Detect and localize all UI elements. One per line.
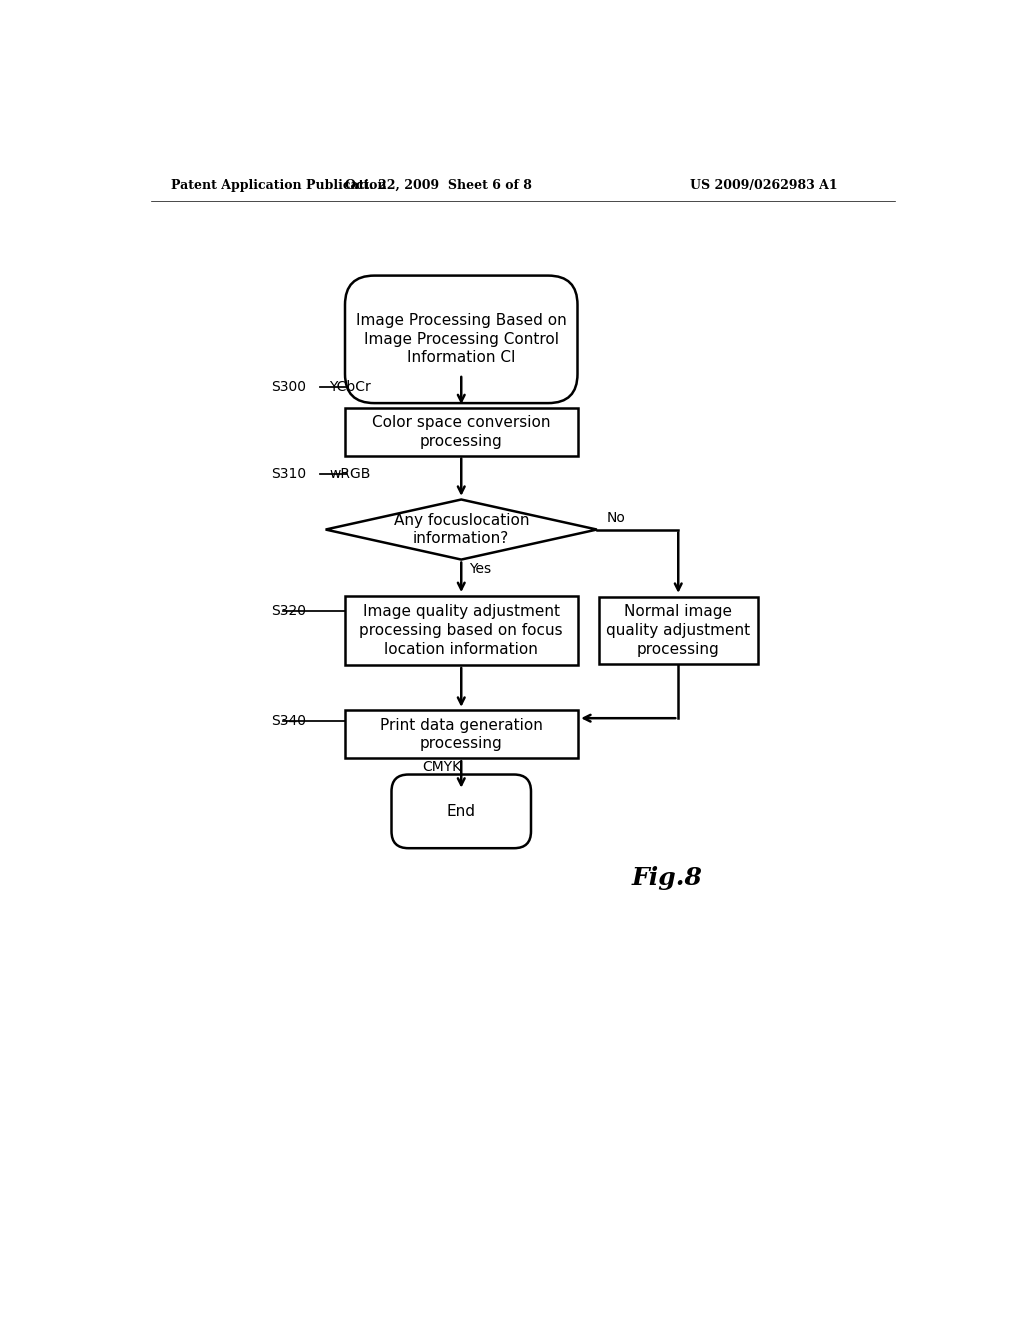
Bar: [345, 710, 578, 758]
Bar: [345, 595, 578, 665]
Text: wRGB: wRGB: [330, 467, 371, 480]
Text: US 2009/0262983 A1: US 2009/0262983 A1: [690, 178, 838, 191]
Text: Patent Application Publication: Patent Application Publication: [171, 178, 386, 191]
Text: Image Processing Based on
Image Processing Control
Information CI: Image Processing Based on Image Processi…: [356, 313, 566, 366]
Bar: [599, 597, 758, 664]
Text: S300: S300: [271, 380, 306, 395]
Text: End: End: [446, 804, 476, 818]
Text: Normal image
quality adjustment
processing: Normal image quality adjustment processi…: [606, 605, 751, 656]
Text: Fig.8: Fig.8: [632, 866, 702, 891]
Text: No: No: [606, 511, 625, 525]
Bar: [345, 408, 578, 455]
Text: S330: S330: [539, 605, 573, 618]
Text: YCbCr: YCbCr: [330, 380, 372, 395]
Text: Image quality adjustment
processing based on focus
location information: Image quality adjustment processing base…: [359, 605, 563, 656]
Text: S310: S310: [271, 467, 306, 480]
Text: Color space conversion
processing: Color space conversion processing: [372, 414, 551, 449]
Text: Yes: Yes: [469, 562, 492, 576]
Text: Any focuslocation
information?: Any focuslocation information?: [393, 512, 529, 546]
Polygon shape: [326, 499, 597, 560]
Text: S340: S340: [271, 714, 306, 727]
Text: S320: S320: [271, 605, 306, 618]
Text: CMYK: CMYK: [423, 760, 462, 774]
Text: Oct. 22, 2009  Sheet 6 of 8: Oct. 22, 2009 Sheet 6 of 8: [344, 178, 531, 191]
FancyBboxPatch shape: [345, 276, 578, 403]
FancyBboxPatch shape: [391, 775, 531, 849]
Text: Print data generation
processing: Print data generation processing: [380, 718, 543, 751]
